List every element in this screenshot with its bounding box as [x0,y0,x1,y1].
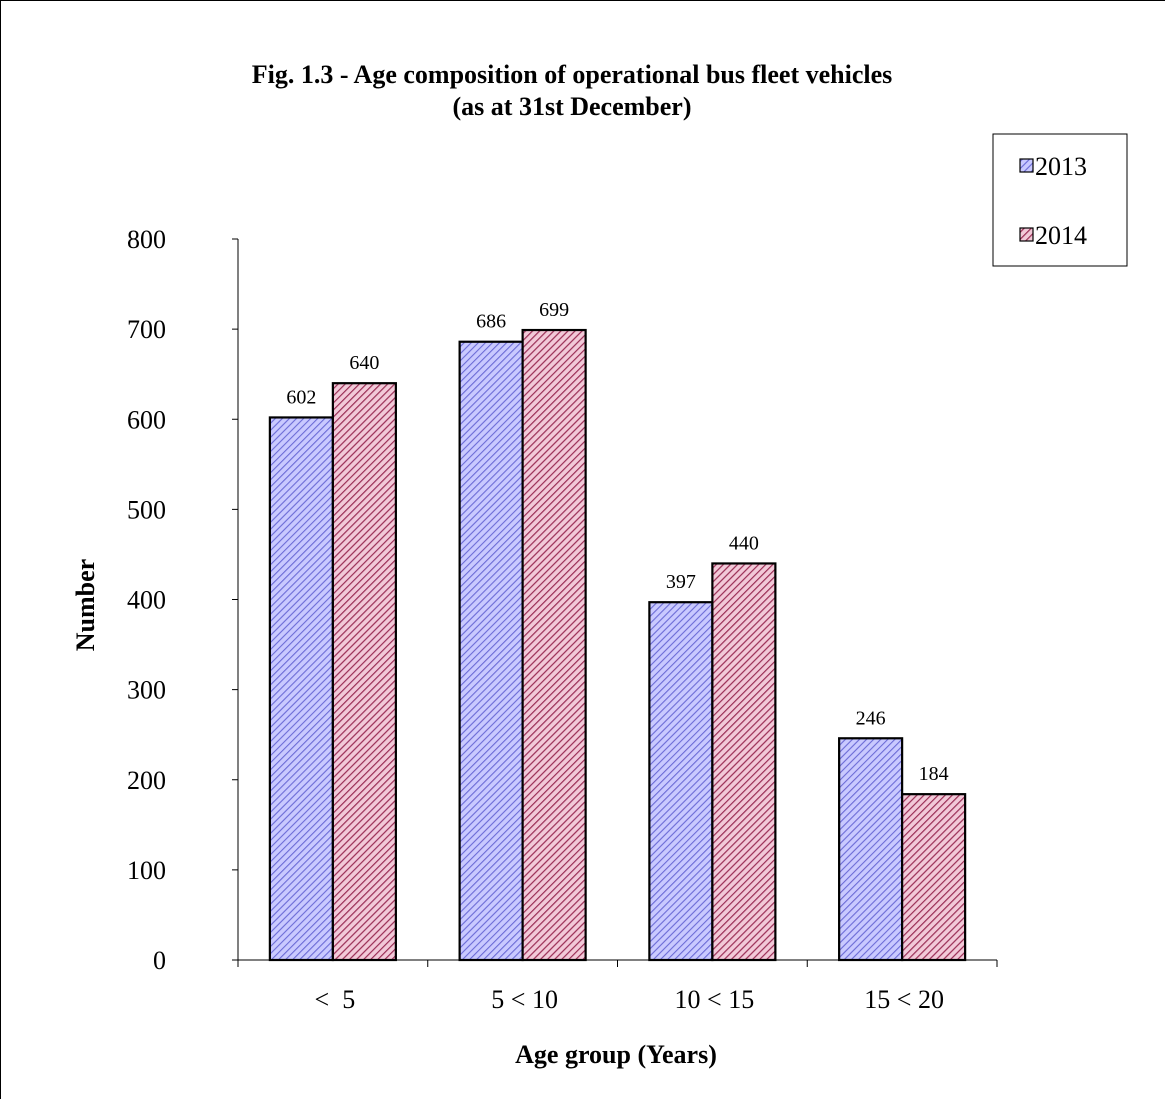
bar-2014 [331,382,397,962]
legend: 2013 2014 [992,133,1128,267]
bar-2013 [268,416,334,962]
chart-title-line2: (as at 31st December) [453,92,692,121]
bar-2014 [711,562,777,962]
x-axis-label: Age group (Years) [515,1040,717,1069]
legend-swatch-2013 [1019,158,1034,173]
x-tick-label: 5 < 10 [491,985,558,1014]
data-label-2013: 246 [856,707,886,729]
y-axis-label: Number [71,559,100,651]
y-tick-label: 0 [153,946,166,975]
chart-title-line1: Fig. 1.3 - Age composition of operationa… [252,60,893,89]
y-tick-label: 100 [127,856,166,885]
data-labels: 602 640 686 699 397 440 246 184 [286,299,948,785]
bar-2014 [901,793,967,962]
x-tick-label: 15 < 20 [864,985,944,1014]
axes: 0 100 200 300 400 500 600 700 800 < 5 5 < 10 10 < 1… [127,225,998,1014]
bar-2013 [648,601,714,962]
y-tick-label: 400 [127,586,166,615]
data-label-2014: 699 [539,299,569,321]
y-tick-label: 800 [127,225,166,254]
x-tick-label: 10 < 15 [675,985,755,1014]
legend-label-2013: 2013 [1035,152,1087,181]
bar-2014 [521,328,587,962]
data-label-2013: 686 [476,311,506,333]
data-label-2013: 397 [666,571,696,593]
y-tick-label: 200 [127,766,166,795]
y-tick-label: 700 [127,315,166,344]
data-label-2013: 602 [286,386,316,408]
data-label-2014: 640 [349,352,379,374]
data-label-2014: 440 [729,532,759,554]
bar-2013 [458,340,524,962]
bar-2013 [838,737,904,962]
y-tick-label: 500 [127,495,166,524]
legend-box [992,133,1128,267]
y-tick-label: 600 [127,405,166,434]
x-tick-label: < 5 [315,985,356,1014]
legend-label-2014: 2014 [1035,221,1087,250]
bars [268,328,967,962]
data-label-2014: 184 [919,763,949,785]
y-tick-label: 300 [127,676,166,705]
legend-swatch-2014 [1019,227,1034,242]
